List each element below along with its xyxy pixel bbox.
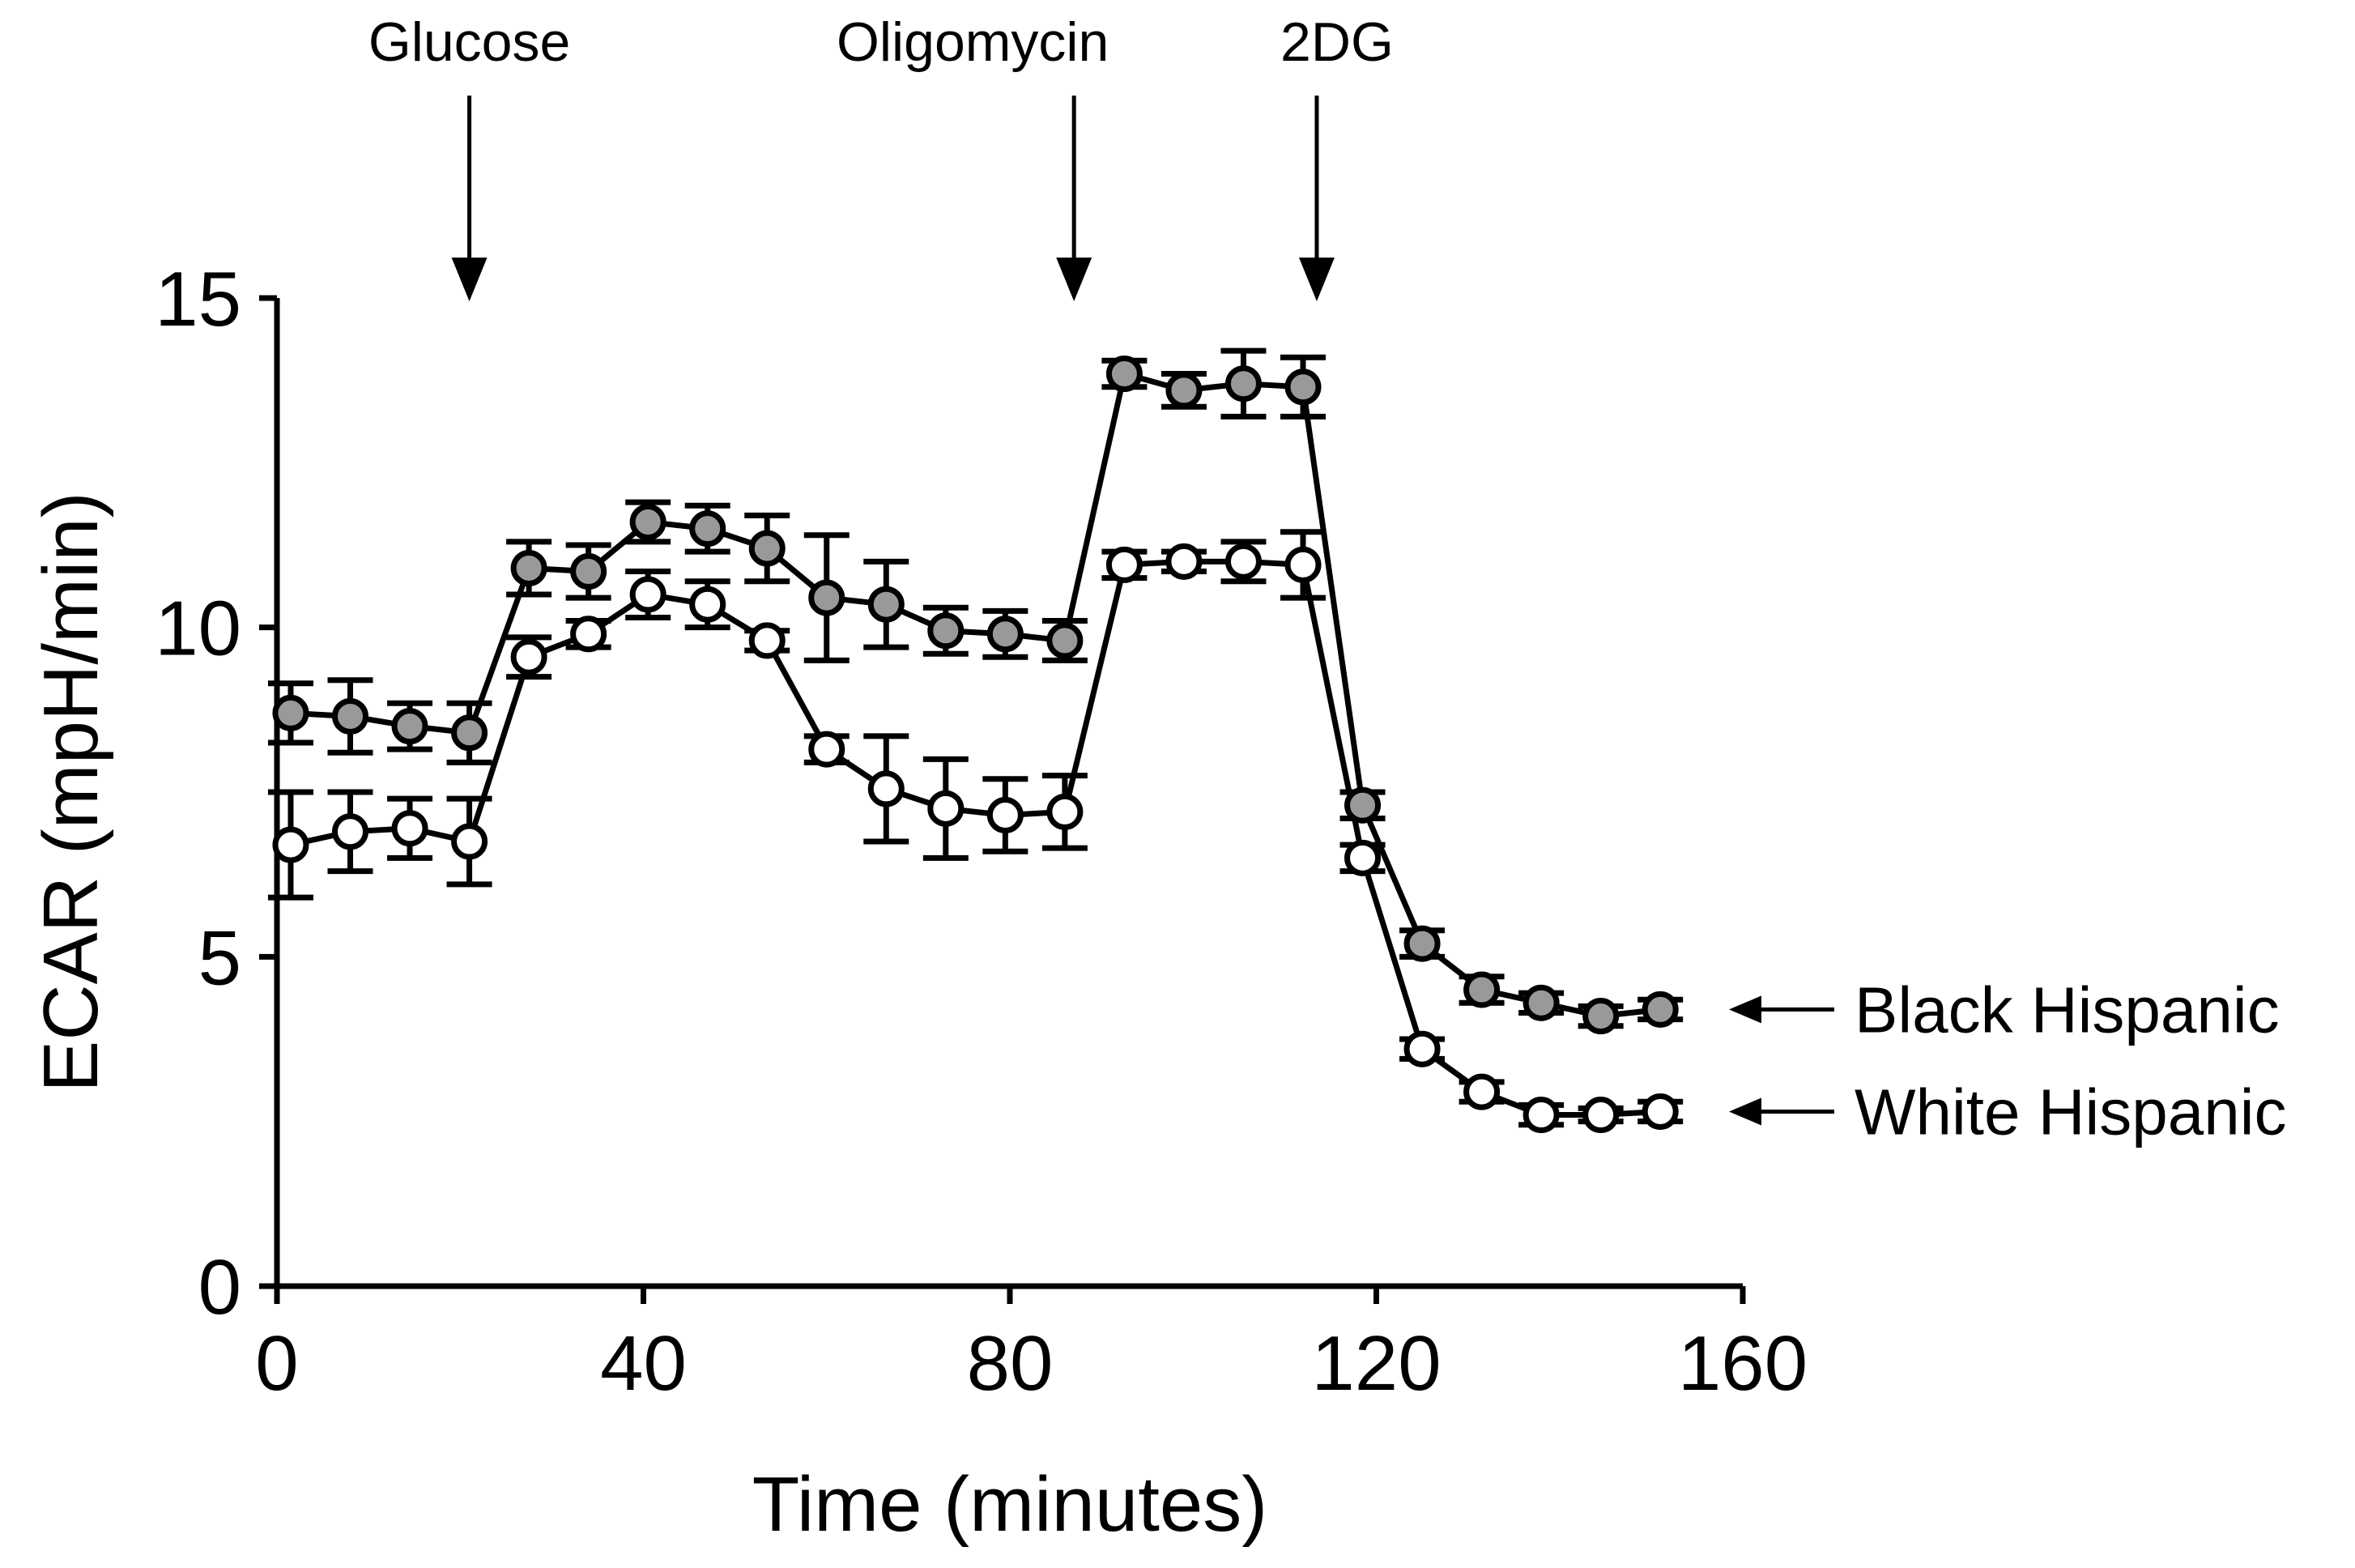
data-point xyxy=(986,616,1024,653)
annotation-label: Oligomycin xyxy=(837,11,1109,73)
data-point xyxy=(1046,793,1084,830)
series-line xyxy=(290,558,1661,1118)
data-point xyxy=(748,530,786,567)
data-point xyxy=(1582,1097,1620,1134)
data-point xyxy=(1642,991,1679,1028)
data-point xyxy=(1105,546,1143,583)
data-point xyxy=(391,810,428,847)
data-point xyxy=(1284,369,1322,406)
data-point xyxy=(629,576,666,613)
annotation-arrowhead xyxy=(1298,258,1335,301)
y-tick-label: 5 xyxy=(198,914,241,1001)
data-point xyxy=(748,622,786,659)
data-point xyxy=(332,697,368,735)
legend: Black Hispanic White Hispanic xyxy=(1729,974,2287,1148)
x-axis-title: Time (minutes) xyxy=(752,1461,1268,1548)
annotations: Glucose Oligomycin 2DG xyxy=(368,11,1394,301)
ticks: 0 40 80 120 160 0 5 10 15 xyxy=(155,256,1808,1407)
data-point xyxy=(1165,372,1203,409)
legend-label: Black Hispanic xyxy=(1855,974,2280,1046)
data-point xyxy=(1105,356,1143,393)
data-point xyxy=(629,504,666,541)
y-tick-label: 0 xyxy=(198,1244,241,1331)
data-point xyxy=(1522,1097,1560,1134)
data-point xyxy=(272,826,309,863)
data-point xyxy=(1463,971,1501,1008)
data-point xyxy=(1224,543,1262,580)
data-point xyxy=(1046,622,1084,659)
data-point xyxy=(689,586,726,623)
series-layer xyxy=(267,347,1684,1134)
axes xyxy=(274,298,1743,1289)
data-point xyxy=(1463,1073,1501,1110)
x-tick-label: 80 xyxy=(967,1320,1054,1407)
data-point xyxy=(1403,925,1441,962)
data-point xyxy=(1344,786,1382,824)
data-point xyxy=(272,694,309,731)
data-point xyxy=(1344,839,1382,876)
data-point xyxy=(510,638,547,675)
data-point xyxy=(1224,365,1262,403)
data-point xyxy=(510,549,547,586)
series-black-hispanic xyxy=(267,347,1684,1035)
data-point xyxy=(867,586,905,623)
annotation-label: 2DG xyxy=(1280,11,1394,73)
data-point xyxy=(1284,546,1322,583)
x-tick-label: 40 xyxy=(600,1320,687,1407)
y-tick-label: 15 xyxy=(155,256,241,343)
annotation-arrowhead xyxy=(1056,258,1092,301)
x-tick-label: 120 xyxy=(1311,1320,1441,1407)
data-point xyxy=(689,510,726,548)
legend-arrowhead xyxy=(1729,995,1761,1024)
data-point xyxy=(927,790,965,827)
data-point xyxy=(1403,1030,1441,1067)
data-point xyxy=(1582,998,1620,1035)
series-white-hispanic xyxy=(267,529,1684,1134)
annotation-arrowhead xyxy=(451,258,488,301)
y-axis-title: ECAR (mpH/min) xyxy=(28,492,114,1092)
data-point xyxy=(808,579,845,616)
legend-arrowhead xyxy=(1729,1097,1761,1126)
data-point xyxy=(1522,984,1560,1021)
data-point xyxy=(867,770,905,807)
series-line xyxy=(290,370,1661,1020)
data-point xyxy=(332,813,368,850)
data-point xyxy=(570,553,607,590)
data-point xyxy=(986,796,1024,833)
data-point xyxy=(570,616,607,653)
data-point xyxy=(808,731,845,768)
data-point xyxy=(1165,543,1203,580)
y-tick-label: 10 xyxy=(155,586,241,672)
data-point xyxy=(391,708,428,745)
annotation-label: Glucose xyxy=(368,11,570,73)
data-point xyxy=(1642,1093,1679,1130)
legend-label: White Hispanic xyxy=(1855,1076,2287,1148)
data-point xyxy=(451,714,488,752)
x-tick-label: 160 xyxy=(1678,1320,1808,1407)
data-point xyxy=(451,823,488,860)
x-tick-label: 0 xyxy=(255,1320,298,1407)
data-point xyxy=(927,612,965,650)
